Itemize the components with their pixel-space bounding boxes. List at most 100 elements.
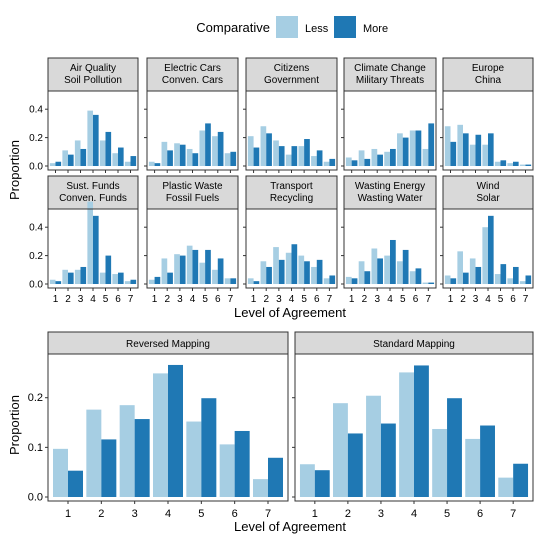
bar-less-5 <box>99 140 106 166</box>
x-tick-label: 1 <box>251 294 257 305</box>
bar-more-1 <box>253 281 260 284</box>
bar-less-7 <box>519 281 526 284</box>
panel-strip <box>47 57 139 92</box>
bar-more-6 <box>513 266 519 284</box>
bar-more-6 <box>415 268 422 284</box>
strip-label: Europe <box>472 63 505 74</box>
panel-border <box>343 90 437 171</box>
strip-label: Wasting Energy <box>355 181 425 192</box>
bar-less-2 <box>62 269 68 284</box>
bar-less-2 <box>358 261 365 284</box>
bar-less-3 <box>371 148 378 166</box>
bar-more-6 <box>118 147 124 166</box>
x-tick-label: 2 <box>460 294 466 305</box>
bar-less-6 <box>212 269 218 284</box>
x-tick-label: 5 <box>498 294 504 305</box>
strip-label: Plastic Waste <box>162 181 223 192</box>
strip-label: Soil Pollution <box>64 75 122 86</box>
x-tick-label: 2 <box>164 294 170 305</box>
panel-1: Reversed Mapping 1 2 3 4 5 6 7 0.0 0.1 0.2 <box>28 331 289 520</box>
bar-more-3 <box>179 255 186 284</box>
bar-more-4 <box>192 249 199 284</box>
bar-more-2 <box>364 271 371 284</box>
strip-label: China <box>475 75 502 86</box>
bar-more-4 <box>488 215 494 284</box>
x-axis-title: Level of Agreement <box>234 519 346 534</box>
legend-label-more: More <box>363 23 388 35</box>
legend-key-more <box>334 16 356 38</box>
y-tick-label: 0.0 <box>28 492 43 504</box>
bar-more-5 <box>447 398 462 497</box>
x-tick-label: 5 <box>198 508 204 520</box>
bar-more-3 <box>377 154 383 166</box>
bar-less-5 <box>397 133 403 166</box>
bar-more-6 <box>480 425 495 497</box>
panel-strip <box>343 175 437 210</box>
bar-less-1 <box>444 126 451 166</box>
bar-less-6 <box>311 156 317 166</box>
bar-less-4 <box>87 110 93 166</box>
bar-less-2 <box>260 261 267 284</box>
bar-more-7 <box>525 275 532 284</box>
bar-more-1 <box>314 470 330 497</box>
x-tick-label: 4 <box>190 294 196 305</box>
bar-more-7 <box>513 463 529 497</box>
bar-more-7 <box>428 123 435 166</box>
x-tick-label: 7 <box>228 294 234 305</box>
bar-less-2 <box>161 258 168 284</box>
bar-less-7 <box>498 477 514 497</box>
bar-less-6 <box>507 278 513 284</box>
x-tick-label: 3 <box>177 294 183 305</box>
strip-label: Conven. Funds <box>59 193 127 204</box>
x-tick-label: 2 <box>362 294 368 305</box>
bar-less-4 <box>153 373 168 497</box>
bar-less-4 <box>285 252 292 284</box>
strip-label: Citizens <box>274 63 310 74</box>
bar-more-2 <box>364 158 371 166</box>
x-tick-label: 3 <box>276 294 282 305</box>
bar-more-2 <box>463 272 469 284</box>
bar-less-1 <box>247 278 254 284</box>
bar-less-3 <box>74 140 81 166</box>
y-tick-label: 0.1 <box>28 442 43 454</box>
bar-more-7 <box>130 156 137 166</box>
bar-more-5 <box>201 398 217 497</box>
bar-more-4 <box>390 148 396 166</box>
bar-more-5 <box>304 261 310 284</box>
legend-label-less: Less <box>305 23 329 35</box>
x-tick-label: 2 <box>98 508 104 520</box>
panel-strip <box>245 175 338 210</box>
x-tick-label: 6 <box>232 508 238 520</box>
strip-label: Standard Mapping <box>373 339 455 350</box>
x-axis-title: Level of Agreement <box>234 305 346 320</box>
bar-more-4 <box>93 215 99 284</box>
x-tick-label: 4 <box>411 508 417 520</box>
bar-less-1 <box>345 157 352 166</box>
bar-less-4 <box>399 372 414 497</box>
bar-more-6 <box>513 161 519 166</box>
bar-less-6 <box>465 438 481 497</box>
bar-less-3 <box>273 140 279 166</box>
x-tick-label: 1 <box>312 508 318 520</box>
bar-less-4 <box>482 227 488 284</box>
bar-more-3 <box>278 259 285 284</box>
x-tick-label: 7 <box>510 508 516 520</box>
bar-less-4 <box>186 148 193 166</box>
bar-less-3 <box>119 405 135 497</box>
bar-less-2 <box>62 150 68 166</box>
bar-more-7 <box>329 275 336 284</box>
bar-more-1 <box>55 161 62 166</box>
bar-more-2 <box>68 154 74 166</box>
panel-border <box>245 90 338 171</box>
bar-less-5 <box>99 272 106 284</box>
bar-less-3 <box>371 248 378 284</box>
x-tick-label: 4 <box>165 508 171 520</box>
strip-label: Recycling <box>270 193 313 204</box>
panel-border <box>442 208 534 289</box>
bar-less-4 <box>186 245 193 284</box>
